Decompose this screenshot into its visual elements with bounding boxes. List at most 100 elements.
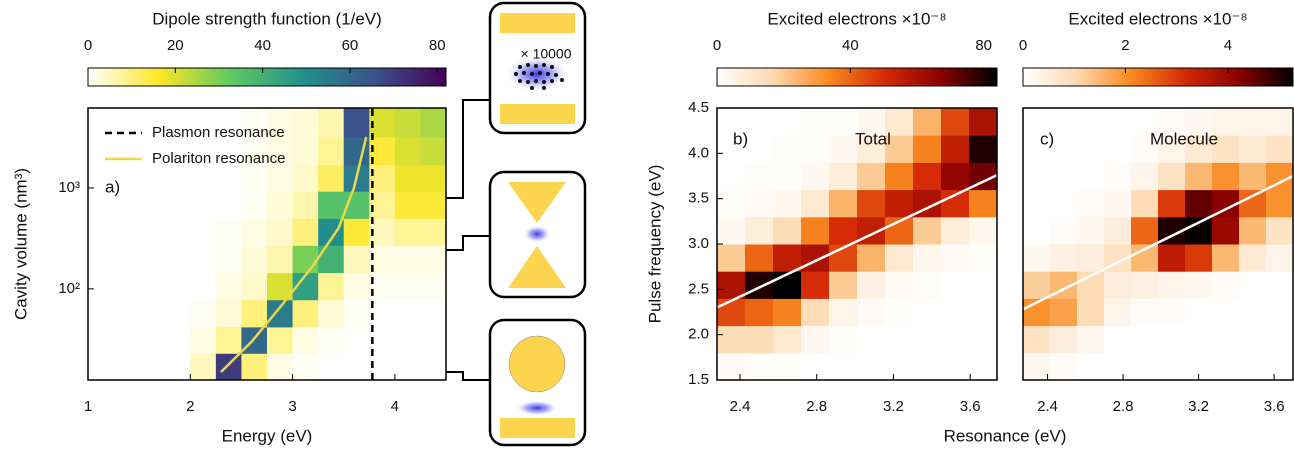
heatmap-cell	[1266, 325, 1293, 354]
heatmap-cell	[241, 218, 268, 246]
heatmap-cell	[1185, 271, 1213, 299]
heatmap-cell	[969, 189, 997, 218]
y-tick-label: 3.0	[688, 235, 709, 252]
heatmap-cell	[1239, 271, 1267, 299]
heatmap-cell	[1104, 162, 1132, 191]
y-tick-label: 1.5	[688, 371, 709, 388]
heatmap-cell	[801, 162, 830, 191]
heatmap-cell	[1185, 189, 1213, 218]
heatmap-cell	[394, 218, 421, 246]
heatmap-cell	[1104, 216, 1132, 245]
heatmap-cell	[913, 244, 942, 272]
heatmap-cell	[1131, 189, 1159, 218]
heatmap-cell	[1158, 189, 1186, 218]
annotation: b)	[733, 129, 748, 148]
heatmap-cell	[88, 191, 115, 219]
heatmap-cell	[773, 162, 802, 191]
heatmap-cell	[829, 325, 858, 354]
heatmap-cell	[801, 216, 830, 245]
heatmap-cell	[1050, 298, 1078, 327]
heatmap-cell	[1239, 244, 1267, 272]
mirror	[500, 13, 575, 33]
heatmap-cell	[113, 353, 140, 380]
heatmap-cell	[318, 191, 345, 219]
heatmap-cell	[1212, 244, 1240, 272]
heatmap-cell	[1239, 189, 1267, 218]
heatmap-cell	[857, 325, 886, 354]
heatmap-cell	[969, 244, 997, 272]
heatmap-cell	[829, 216, 858, 245]
heatmap-cell	[190, 353, 217, 380]
heatmap-cell	[1239, 325, 1267, 354]
y-axis-label: Pulse frequency (eV)	[645, 165, 664, 324]
heatmap-cell	[420, 218, 446, 246]
y-tick-label: 2.0	[688, 326, 709, 343]
series-line	[717, 173, 997, 309]
x-axis-label: Resonance (eV)	[944, 426, 1067, 445]
heatmap-cell	[941, 108, 970, 136]
y-tick-label: 10³	[58, 179, 80, 196]
colorbar-tick-label: 40	[842, 37, 859, 54]
heatmap-cell	[1212, 298, 1240, 327]
heatmap-cell	[857, 271, 886, 299]
heatmap-cell	[292, 191, 319, 219]
heatmap-cell	[292, 353, 319, 380]
heatmap-cell	[318, 136, 345, 166]
heatmap-cell	[369, 299, 396, 328]
bowtie-tip	[508, 182, 566, 223]
annotation: Molecule	[1150, 129, 1218, 148]
heatmap-cell	[1212, 325, 1240, 354]
heatmap-cell	[801, 244, 830, 272]
heatmap-cell	[113, 164, 140, 192]
heatmap-cell	[164, 136, 191, 166]
heatmap-cell	[717, 271, 746, 299]
heatmap-cell	[420, 353, 446, 380]
plot-frame	[1022, 107, 1294, 381]
heatmap-cell	[913, 298, 942, 327]
heatmap-cell	[801, 189, 830, 218]
x-axis-label: Energy (eV)	[222, 426, 313, 445]
heatmap-cell	[745, 298, 774, 327]
heatmap-cell	[292, 108, 319, 138]
y-tick-label: 10²	[58, 280, 80, 297]
heatmap-cell	[292, 218, 319, 246]
heatmap-cell	[267, 218, 294, 246]
legend-label: Plasmon resonance	[152, 124, 285, 141]
heatmap-cell	[343, 272, 370, 301]
heatmap-cell	[829, 352, 858, 380]
heatmap-cell	[292, 326, 319, 354]
heatmap-cell	[913, 352, 942, 380]
heatmap-cell	[1158, 298, 1186, 327]
heatmap-cell	[969, 135, 997, 163]
heatmap-cell	[267, 136, 294, 166]
heatmap-cell	[1131, 108, 1159, 136]
heatmap-cell	[113, 299, 140, 328]
heatmap-cell	[773, 352, 802, 380]
heatmap-cell	[941, 216, 970, 245]
heatmap-cell	[1050, 108, 1078, 136]
heatmap-cell	[1185, 135, 1213, 163]
heatmap-cell	[857, 352, 886, 380]
heatmap-cell	[318, 353, 345, 380]
heatmap-cell	[885, 189, 914, 218]
heatmap-cell	[267, 191, 294, 219]
heatmap-cell	[969, 325, 997, 354]
heatmap-cell	[1050, 244, 1078, 272]
heatmap-cell	[1158, 108, 1186, 136]
heatmap-cell	[420, 164, 446, 192]
heatmap-cell	[241, 245, 268, 274]
heatmap-cell	[164, 164, 191, 192]
heatmap-cell	[190, 245, 217, 274]
heatmap-cell	[941, 325, 970, 354]
colorbar-tick-label: 20	[167, 37, 184, 54]
heatmap-cell	[745, 352, 774, 380]
x-tick-label: 3.2	[1188, 398, 1209, 415]
heatmap-cell	[1212, 216, 1240, 245]
heatmap-cell	[267, 353, 294, 380]
heatmap-cell	[801, 271, 830, 299]
heatmap-cell	[885, 162, 914, 191]
bowtie-tip	[508, 246, 566, 288]
heatmap-cell	[941, 271, 970, 299]
heatmap-cell	[1185, 325, 1213, 354]
